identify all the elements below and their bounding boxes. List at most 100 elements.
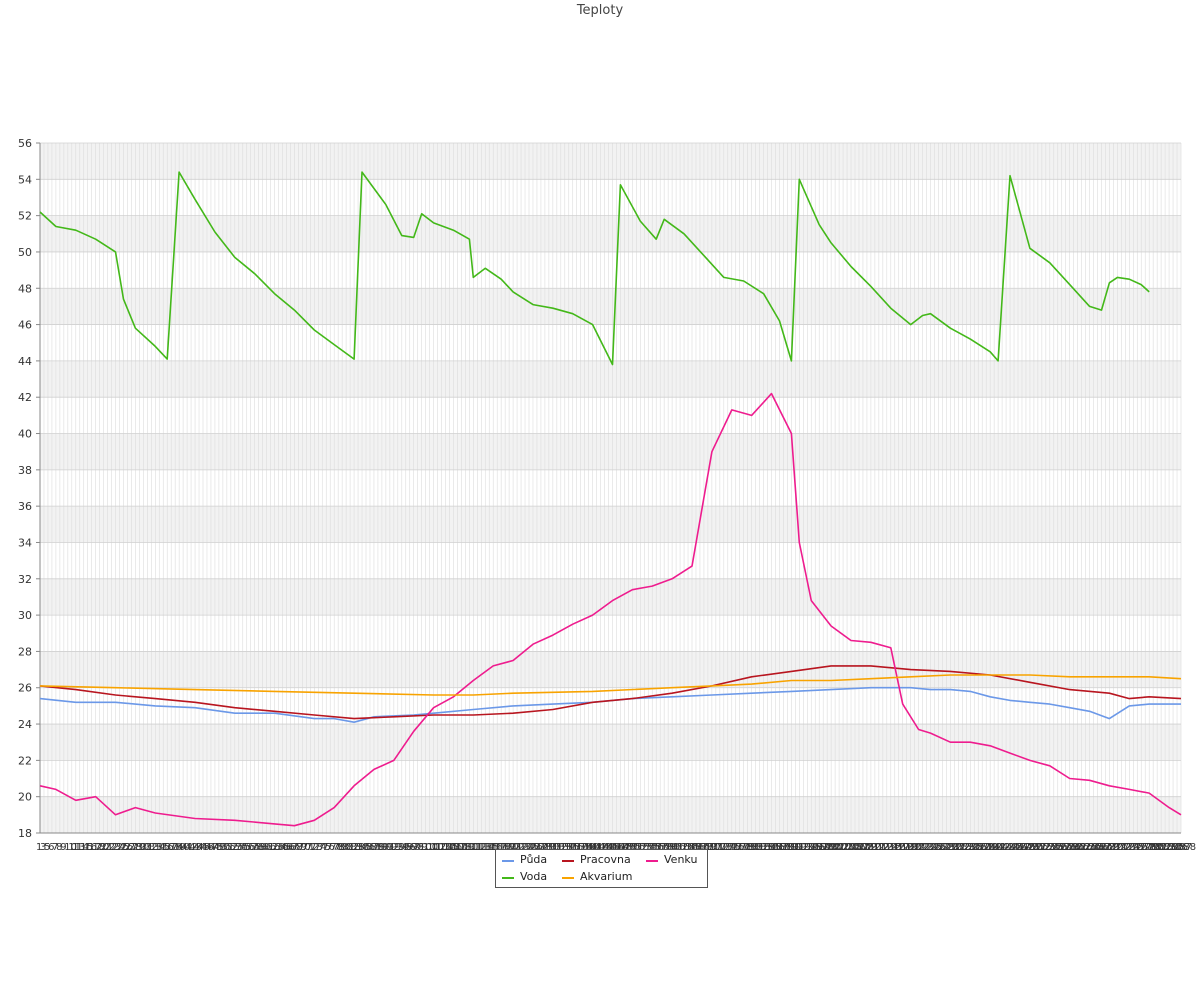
x-tick-label: 94	[395, 842, 408, 853]
x-tick-label: 99	[415, 842, 428, 853]
x-tick-label: 151	[625, 842, 644, 853]
x-tick-label: 140	[580, 842, 599, 853]
x-tick-label: 159	[657, 842, 676, 853]
x-tick-label: 196	[806, 842, 825, 853]
grid-band	[40, 578, 1181, 616]
x-tick-label: 268	[1096, 842, 1115, 853]
y-tick-label: 46	[18, 319, 32, 332]
x-tick-label: 127	[528, 842, 547, 853]
x-tick-label: 195	[802, 842, 821, 853]
grid-band	[40, 506, 1181, 543]
x-tick-label: 142	[588, 842, 607, 853]
y-tick-label: 56	[18, 137, 32, 150]
x-tick-label: 112	[467, 842, 486, 853]
x-tick-label: 65	[278, 842, 291, 853]
x-tick-label: 77	[326, 842, 339, 853]
x-tick-label: 25	[117, 842, 130, 853]
x-tick-label: 211	[867, 842, 886, 853]
x-tick-label: 69	[294, 842, 307, 853]
x-tick-label: 155	[641, 842, 660, 853]
y-tick-label: 38	[18, 464, 32, 477]
x-tick-label: 80	[338, 842, 351, 853]
x-tick-label: 267	[1092, 842, 1111, 853]
x-tick-label: 40	[177, 842, 190, 853]
x-tick-label: 230	[943, 842, 962, 853]
x-tick-label: 64	[274, 842, 287, 853]
x-tick-label: 81	[342, 842, 355, 853]
x-tick-label: 37	[165, 842, 178, 853]
x-tick-label: 213	[875, 842, 894, 853]
x-tick-label: 59	[254, 842, 267, 853]
y-tick-label: 26	[18, 682, 32, 695]
x-tick-label: 89	[375, 842, 388, 853]
x-tick-label: 1	[36, 842, 42, 853]
x-tick-label: 153	[633, 842, 652, 853]
x-tick-label: 70	[298, 842, 311, 853]
x-tick-label: 36	[161, 842, 174, 853]
x-tick-label: 245	[1004, 842, 1023, 853]
x-tick-label: 26	[121, 842, 134, 853]
x-tick-label: 9	[60, 842, 66, 853]
x-tick-label: 200	[822, 842, 841, 853]
x-tick-label: 218	[895, 842, 914, 853]
legend-swatch-akvarium	[562, 877, 574, 879]
x-tick-label: 41	[181, 842, 194, 853]
x-tick-label: 88	[371, 842, 384, 853]
x-tick-label: 73	[310, 842, 323, 853]
x-tick-label: 33	[149, 842, 162, 853]
x-tick-label: 229	[939, 842, 958, 853]
x-tick-label: 188	[774, 842, 793, 853]
x-tick-label: 68	[290, 842, 303, 853]
x-tick-label: 177	[729, 842, 748, 853]
x-tick-label: 198	[814, 842, 833, 853]
x-tick-label: 42	[185, 842, 198, 853]
x-tick-label: 207	[850, 842, 869, 853]
x-tick-label: 220	[903, 842, 922, 853]
x-tick-label: 22	[105, 842, 118, 853]
x-tick-label: 117	[488, 842, 507, 853]
x-tick-label: 281	[1149, 842, 1168, 853]
x-tick-label: 98	[411, 842, 424, 853]
series-lines	[39, 171, 1182, 827]
x-tick-label: 129	[536, 842, 555, 853]
y-tick-label: 44	[18, 355, 32, 368]
x-tick-label: 101	[423, 842, 442, 853]
x-tick-label: 53	[230, 842, 243, 853]
x-tick-label: 216	[887, 842, 906, 853]
x-tick-label: 242	[992, 842, 1011, 853]
legend-swatch-venku	[646, 860, 658, 862]
x-tick-label: 21	[101, 842, 114, 853]
x-tick-label: 62	[266, 842, 279, 853]
x-tick-label: 91	[383, 842, 396, 853]
x-tick-label: 79	[334, 842, 347, 853]
x-tick-label: 163	[673, 842, 692, 853]
x-tick-label: 152	[629, 842, 648, 853]
x-tick-label: 138	[572, 842, 591, 853]
x-tick-label: 201	[826, 842, 845, 853]
x-tick-label: 221	[907, 842, 926, 853]
x-tick-label: 204	[838, 842, 857, 853]
x-tick-label: 219	[899, 842, 918, 853]
x-tick-label: 108	[451, 842, 470, 853]
x-tick-label: 193	[794, 842, 813, 853]
x-tick-label: 209	[858, 842, 877, 853]
x-tick-label: 18	[92, 842, 105, 853]
x-tick-label: 164	[677, 842, 696, 853]
x-tick-label: 226	[927, 842, 946, 853]
x-tick-label: 103	[431, 842, 450, 853]
x-tick-label: 278	[1137, 842, 1156, 853]
grid-band	[40, 215, 1181, 252]
x-tick-label: 52	[225, 842, 238, 853]
x-tick-label: 176	[725, 842, 744, 853]
x-tick-label: 283	[1157, 842, 1176, 853]
x-tick-label: 208	[854, 842, 873, 853]
y-tick-label: 24	[18, 718, 32, 731]
chart-legend: Půda Pracovna Venku Voda Akvarium	[495, 849, 708, 888]
x-tick-label: 249	[1020, 842, 1039, 853]
x-tick-label: 147	[609, 842, 628, 853]
x-tick-label: 95	[399, 842, 412, 853]
x-tick-label: 84	[355, 842, 368, 853]
x-tick-label: 166	[685, 842, 704, 853]
x-tick-label: 61	[262, 842, 275, 853]
x-tick-label: 119	[496, 842, 515, 853]
